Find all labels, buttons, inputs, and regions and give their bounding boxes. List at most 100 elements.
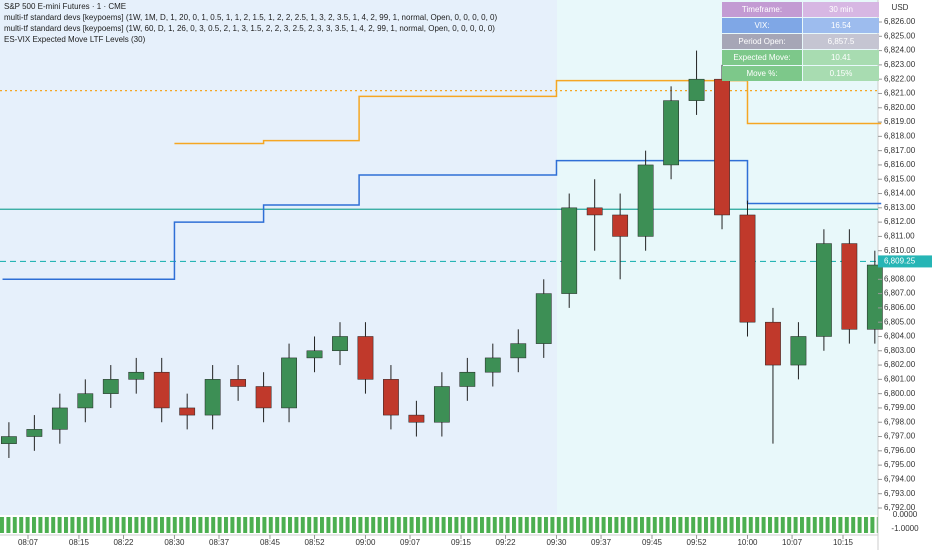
- indicator-label: multi-tf standard devs [keypoems] (1W, 6…: [4, 24, 495, 33]
- x-tick-label: 09:07: [400, 538, 421, 547]
- table-key: Period Open:: [738, 37, 785, 46]
- x-tick-label: 09:52: [687, 538, 708, 547]
- y-tick-label: 6,793.00: [884, 489, 916, 498]
- chart-title: S&P 500 E-mini Futures · 1 · CME: [4, 2, 126, 11]
- y-tick-label: 6,814.00: [884, 189, 916, 198]
- table-cell: [722, 50, 802, 65]
- candle-body: [332, 336, 348, 352]
- table-cell: [803, 18, 879, 33]
- candle-body: [51, 407, 68, 430]
- table-key: Timeframe:: [742, 5, 782, 14]
- candle-body: [306, 350, 323, 359]
- candle-body: [383, 379, 399, 416]
- candle-body: [714, 78, 730, 216]
- table-value: 6,857.5: [828, 37, 855, 46]
- price-label-bg: [878, 255, 932, 268]
- candle-body: [637, 164, 654, 237]
- x-tick-label: 08:45: [260, 538, 281, 547]
- table-cell: [803, 66, 879, 81]
- y-tick-label: 6,806.00: [884, 303, 916, 312]
- table-key: Expected Move:: [733, 53, 790, 62]
- premarket-bg: [0, 0, 557, 515]
- x-tick-label: 09:30: [546, 538, 567, 547]
- table-key: Move %:: [746, 69, 777, 78]
- candle-body: [866, 264, 883, 330]
- y-tick-label: 6,810.00: [884, 246, 916, 255]
- candle-body: [1, 436, 17, 444]
- candle-body: [841, 243, 858, 330]
- x-tick-label: 10:00: [737, 538, 758, 547]
- x-tick-label: 08:30: [164, 538, 185, 547]
- candle-body: [102, 379, 119, 394]
- table-value: 16.54: [831, 21, 852, 30]
- y-tick-label: 6,813.00: [884, 203, 916, 212]
- candle-body: [179, 407, 196, 416]
- y-tick-label: 6,819.00: [884, 117, 916, 126]
- y-tick-label: 6,820.00: [884, 103, 916, 112]
- y-tick-label: 6,796.00: [884, 446, 916, 455]
- y-tick-label: 6,808.00: [884, 274, 916, 283]
- table-cell: [722, 66, 802, 81]
- x-tick-label: 09:00: [355, 538, 376, 547]
- candle-body: [281, 357, 297, 409]
- y-tick-label: 6,815.00: [884, 174, 916, 183]
- y-tick-label: 6,826.00: [884, 17, 916, 26]
- y-tick-label: 6,823.00: [884, 60, 916, 69]
- x-tick-label: 08:52: [305, 538, 326, 547]
- candle-body: [230, 379, 247, 387]
- volume-bars: [0, 517, 878, 533]
- x-tick-label: 10:15: [833, 538, 854, 547]
- candle-body: [561, 207, 578, 294]
- x-tick-label: 09:15: [451, 538, 472, 547]
- candle-body: [663, 100, 679, 166]
- x-tick-label: 09:22: [496, 538, 517, 547]
- table-value: 10.41: [831, 53, 852, 62]
- candle-body: [739, 214, 756, 323]
- table-cell: [803, 34, 879, 49]
- x-tick-label: 08:37: [209, 538, 230, 547]
- x-tick-label: 09:45: [642, 538, 663, 547]
- y-tick-label: 6,817.00: [884, 146, 916, 155]
- y-tick-label: 6,803.00: [884, 346, 916, 355]
- candle-body: [459, 371, 476, 387]
- candle-body: [510, 343, 527, 359]
- table-cell: [722, 2, 802, 17]
- table-cell: [803, 2, 879, 17]
- level-line: [174, 79, 882, 145]
- y-tick-label: 6,825.00: [884, 31, 916, 40]
- candle-body: [612, 214, 629, 237]
- candle-body: [153, 371, 170, 409]
- candle-body: [765, 321, 781, 366]
- candle-body: [688, 78, 705, 101]
- candle-body: [535, 293, 552, 344]
- info-table: Timeframe: 30 min VIX: 16.54 Period Open: 6,8…: [722, 2, 879, 81]
- candle-body: [26, 429, 43, 437]
- table-cell: [803, 50, 879, 65]
- x-tick-label: 08:15: [69, 538, 90, 547]
- table-value: 30 min: [829, 5, 853, 14]
- x-tick-label: 09:37: [591, 538, 612, 547]
- y-tick-label: 6,818.00: [884, 131, 916, 140]
- x-tick-label: 10:07: [782, 538, 803, 547]
- x-tick-label: 08:22: [113, 538, 134, 547]
- price-label: 6,809.25: [884, 257, 916, 266]
- y-tick-label: 6,816.00: [884, 160, 916, 169]
- y-tick-label: 6,807.00: [884, 289, 916, 298]
- candle-body: [586, 207, 603, 216]
- candle-body: [433, 386, 450, 423]
- currency: USD: [892, 3, 909, 12]
- candle-body: [128, 371, 145, 380]
- candle-body: [790, 336, 807, 366]
- pane-label: 0.0000: [893, 510, 918, 519]
- candle-body: [408, 414, 425, 423]
- pane-label: -1.0000: [891, 524, 919, 533]
- candle-body: [77, 393, 94, 409]
- table-cell: [722, 18, 802, 33]
- y-tick-label: 6,805.00: [884, 317, 916, 326]
- table-key: VIX:: [754, 21, 769, 30]
- y-tick-label: 6,802.00: [884, 360, 916, 369]
- y-tick-label: 6,821.00: [884, 89, 916, 98]
- candle-body: [357, 336, 374, 380]
- indicator-label: ES-VIX Expected Move LTF Levels (30): [4, 35, 146, 44]
